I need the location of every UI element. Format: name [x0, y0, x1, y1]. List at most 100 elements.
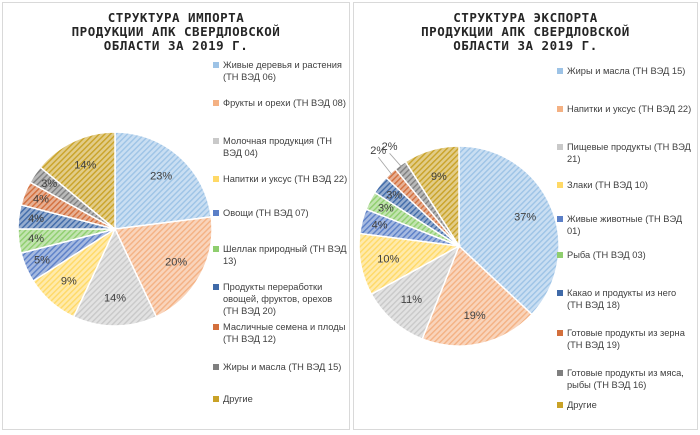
export-legend-swatch-1: [557, 68, 563, 74]
import-legend-label-3: Молочная продукция (ТН ВЭД 04): [223, 136, 333, 158]
import-legend-swatch-10: [213, 396, 219, 402]
import-legend-swatch-6: [213, 246, 219, 252]
import-data-label-2: 20%: [165, 257, 187, 269]
export-legend-label-8: Готовые продукты из зерна (ТН ВЭД 19): [567, 328, 685, 350]
export-legend-swatch-3: [557, 144, 563, 150]
export-legend-label-7: Какао и продукты из него (ТН ВЭД 18): [567, 288, 677, 310]
export-legend-swatch-7: [557, 290, 563, 296]
export-legend-label-3: Пищевые продукты (ТН ВЭД 21): [567, 142, 691, 164]
import-legend-item-2: Фрукты и орехи (ТН ВЭД 08): [213, 97, 346, 109]
import-legend-swatch-4: [213, 176, 219, 182]
import-legend-item-8: Масличные семена и плоды (ТН ВЭД 12): [213, 321, 348, 345]
export-chart-title: СТРУКТУРА ЭКСПОРТА ПРОДУКЦИИ АПК СВЕРДЛО…: [354, 11, 697, 53]
export-data-label-10: 9%: [431, 171, 447, 183]
export-legend-item-2: Напитки и уксус (ТН ВЭД 22): [557, 103, 691, 115]
import-legend-item-10: Другие: [213, 393, 253, 405]
export-legend-item-1: Жиры и масла (ТН ВЭД 15): [557, 65, 685, 77]
import-legend-label-9: Жиры и масла (ТН ВЭД 15): [223, 362, 342, 372]
import-legend-swatch-8: [213, 324, 219, 330]
import-data-label-5: 5%: [34, 255, 50, 267]
export-legend-item-8: Готовые продукты из зерна (ТН ВЭД 19): [557, 327, 692, 351]
export-legend-swatch-8: [557, 330, 563, 336]
import-chart-title: СТРУКТУРА ИМПОРТА ПРОДУКЦИИ АПК СВЕРДЛОВ…: [3, 11, 349, 53]
export-legend-swatch-5: [557, 216, 563, 222]
export-legend-label-9: Готовые продукты из мяса, рыбы (ТН ВЭД 1…: [567, 368, 684, 390]
import-legend-swatch-1: [213, 62, 219, 68]
import-legend-swatch-7: [213, 284, 219, 290]
import-legend-label-6: Шеллак природный (ТН ВЭД 13): [223, 244, 347, 266]
export-data-label-5: 4%: [372, 220, 388, 232]
export-legend-label-2: Напитки и уксус (ТН ВЭД 22): [567, 104, 692, 114]
export-legend-label-6: Рыба (ТН ВЭД 03): [567, 250, 646, 260]
export-legend-item-5: Живые животные (ТН ВЭД 01): [557, 213, 692, 237]
export-legend-swatch-6: [557, 252, 563, 258]
export-data-label-3: 11%: [401, 294, 422, 306]
import-pie-chart: 23% 20% 14% 9% 5% 4% 4% 4% 3% 14%: [17, 131, 213, 327]
export-legend-item-10: Другие: [557, 399, 597, 411]
import-title-line-2: ПРОДУКЦИИ АПК СВЕРДЛОВСКОЙ: [71, 24, 281, 39]
import-data-label-1: 23%: [150, 171, 172, 183]
export-data-label-8: 2%: [370, 145, 386, 157]
import-data-label-6: 4%: [28, 233, 44, 245]
import-legend-swatch-2: [213, 100, 219, 106]
export-legend-label-10: Другие: [567, 400, 597, 410]
import-legend-item-9: Жиры и масла (ТН ВЭД 15): [213, 361, 341, 373]
import-legend-item-5: Овощи (ТН ВЭД 07): [213, 207, 309, 219]
export-title-line-1: СТРУКТУРА ЭКСПОРТА: [453, 10, 598, 25]
import-chart-panel: СТРУКТУРА ИМПОРТА ПРОДУКЦИИ АПК СВЕРДЛОВ…: [2, 2, 350, 430]
import-legend-label-7: Продукты переработки овощей, фруктов, ор…: [223, 282, 333, 316]
export-title-line-2: ПРОДУКЦИИ АПК СВЕРДЛОВСКОЙ: [421, 24, 630, 39]
import-legend-label-10: Другие: [223, 394, 253, 404]
export-data-label-6: 3%: [378, 203, 394, 215]
export-legend-item-9: Готовые продукты из мяса, рыбы (ТН ВЭД 1…: [557, 367, 692, 391]
export-data-label-2: 19%: [464, 310, 486, 322]
export-legend-label-5: Живые животные (ТН ВЭД 01): [567, 214, 683, 236]
export-slice-10: [404, 145, 460, 249]
export-pie-chart: 37% 19% 11% 10% 4% 3%3% 2%2% 9%: [358, 141, 560, 347]
export-legend-item-7: Какао и продукты из него (ТН ВЭД 18): [557, 287, 692, 311]
import-legend-item-3: Молочная продукция (ТН ВЭД 04): [213, 135, 348, 159]
import-title-line-1: СТРУКТУРА ИМПОРТА: [107, 10, 245, 25]
export-data-label-4: 10%: [377, 253, 399, 265]
import-legend-label-1: Живые деревья и растения (ТН ВЭД 06): [223, 60, 342, 82]
import-legend-swatch-9: [213, 364, 219, 370]
import-slice-1: [114, 131, 213, 230]
import-legend-item-4: Напитки и уксус (ТН ВЭД 22): [213, 173, 347, 185]
export-chart-panel: СТРУКТУРА ЭКСПОРТА ПРОДУКЦИИ АПК СВЕРДЛО…: [353, 2, 698, 430]
export-legend-label-4: Злаки (ТН ВЭД 10): [567, 180, 649, 190]
import-legend-label-5: Овощи (ТН ВЭД 07): [223, 208, 309, 218]
import-data-label-9: 3%: [41, 178, 57, 190]
import-legend-swatch-5: [213, 210, 219, 216]
import-data-label-10: 14%: [74, 160, 96, 172]
import-legend-label-8: Масличные семена и плоды (ТН ВЭД 12): [223, 322, 346, 344]
import-legend-label-4: Напитки и уксус (ТН ВЭД 22): [223, 174, 348, 184]
import-legend-item-7: Продукты переработки овощей, фруктов, ор…: [213, 281, 348, 317]
export-legend-swatch-10: [557, 402, 563, 408]
export-title-line-3: ОБЛАСТИ ЗА 2019 Г.: [453, 38, 598, 53]
import-legend-item-1: Живые деревья и растения (ТН ВЭД 06): [213, 59, 348, 83]
export-legend-swatch-4: [557, 182, 563, 188]
import-data-label-7: 4%: [28, 213, 44, 225]
export-leader-line-9: [389, 153, 402, 167]
export-data-label-1: 37%: [514, 211, 536, 223]
export-slice-3: [370, 244, 461, 340]
import-legend-swatch-3: [213, 138, 219, 144]
export-slice-1: [458, 145, 560, 316]
import-data-label-4: 9%: [61, 275, 77, 287]
import-slice-10: [39, 131, 116, 231]
import-data-label-3: 14%: [104, 293, 126, 305]
import-data-label-8: 4%: [33, 194, 49, 206]
export-leader-line-8: [377, 156, 393, 175]
export-legend-item-3: Пищевые продукты (ТН ВЭД 21): [557, 141, 692, 165]
export-legend-swatch-9: [557, 370, 563, 376]
export-legend-item-6: Рыба (ТН ВЭД 03): [557, 249, 646, 261]
import-slice-3: [72, 227, 158, 327]
export-legend-label-1: Жиры и масла (ТН ВЭД 15): [567, 66, 686, 76]
export-legend-swatch-2: [557, 106, 563, 112]
import-title-line-3: ОБЛАСТИ ЗА 2019 Г.: [103, 38, 249, 53]
export-data-label-7: 3%: [386, 190, 402, 202]
export-data-label-9: 2%: [382, 141, 398, 153]
import-legend-item-6: Шеллак природный (ТН ВЭД 13): [213, 243, 348, 267]
import-slice-2: [113, 216, 213, 318]
import-legend-label-2: Фрукты и орехи (ТН ВЭД 08): [223, 98, 346, 108]
